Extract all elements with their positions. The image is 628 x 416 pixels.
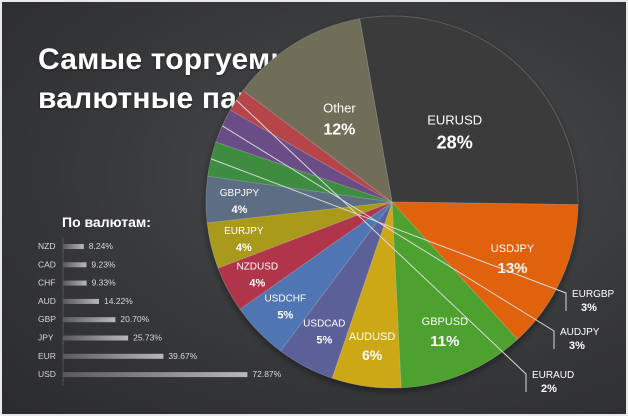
slice-label-eurgbp: EURGBP	[572, 289, 615, 300]
bar-gbp	[63, 317, 116, 323]
bar-cad	[63, 262, 87, 268]
pie-slice-gbpusd	[391, 200, 518, 389]
bar-usd	[63, 372, 248, 378]
bar-value-aud: 14.22%	[104, 296, 133, 306]
bar-aud	[63, 298, 99, 304]
slice-value-eurjpy: 4%	[236, 242, 252, 254]
bar-jpy	[63, 335, 129, 341]
bar-value-jpy: 25.73%	[133, 333, 162, 343]
bar-value-cad: 9.23%	[91, 259, 116, 269]
bar-category-usd: USD	[38, 369, 56, 379]
leader-line-euraud	[236, 99, 527, 392]
slice-label-usdjpy: USDJPY	[491, 243, 535, 255]
slice-value-euraud: 2%	[541, 383, 557, 395]
slice-value-audjpy: 3%	[569, 340, 585, 352]
slice-value-usdchf: 5%	[277, 310, 293, 322]
leader-line-audjpy	[222, 125, 555, 349]
slice-value-eurgbp: 3%	[581, 302, 597, 314]
slice-label-gbpusd: GBPUSD	[422, 316, 469, 328]
slice-label-gbpjpy: GBPJPY	[220, 188, 260, 199]
bar-value-usd: 72.87%	[252, 369, 281, 379]
pie-slice-usdjpy	[391, 201, 579, 340]
slice-value-other: 12%	[323, 122, 355, 139]
bar-chart-title: По валютам:	[62, 214, 151, 230]
slice-value-audusd: 6%	[362, 347, 383, 363]
slice-label-eurjpy: EURJPY	[224, 226, 264, 237]
bar-category-aud: AUD	[38, 296, 56, 306]
bar-eur	[63, 353, 164, 359]
bar-value-gbp: 20.70%	[120, 314, 149, 324]
slice-label-eurusd: EURUSD	[427, 112, 482, 127]
slice-value-usdcad: 5%	[316, 334, 332, 346]
pie-slice-other	[242, 18, 393, 203]
bar-category-gbp: GBP	[38, 314, 56, 324]
bar-nzd	[63, 244, 84, 249]
slice-label-audusd: AUDUSD	[349, 331, 396, 343]
slice-value-gbpusd: 11%	[430, 333, 459, 350]
slice-label-euraud: EURAUD	[532, 370, 574, 381]
bar-value-nzd: 8.24%	[89, 241, 114, 251]
slice-label-usdcad: USDCAD	[303, 318, 345, 329]
bar-value-chf: 9.33%	[92, 278, 117, 288]
slice-label-other: Other	[323, 101, 356, 116]
bar-category-cad: CAD	[38, 259, 56, 269]
slice-value-usdjpy: 13%	[497, 260, 527, 277]
bar-category-nzd: NZD	[38, 241, 55, 251]
bar-category-eur: EUR	[38, 351, 56, 361]
bar-value-eur: 39.67%	[168, 351, 197, 361]
slice-value-gbpjpy: 4%	[232, 204, 248, 216]
pie-slice-eurusd	[359, 15, 579, 206]
bar-chf	[63, 280, 87, 286]
bar-category-chf: CHF	[38, 278, 55, 288]
slice-value-nzdusd: 4%	[249, 278, 265, 290]
bar-category-jpy: JPY	[38, 333, 54, 343]
slice-label-nzdusd: NZDUSD	[236, 262, 278, 273]
slice-label-usdchf: USDCHF	[264, 294, 306, 305]
leader-line-eurgbp	[210, 158, 567, 311]
slice-value-eurusd: 28%	[437, 132, 473, 152]
slice-label-audjpy: AUDJPY	[560, 327, 600, 338]
